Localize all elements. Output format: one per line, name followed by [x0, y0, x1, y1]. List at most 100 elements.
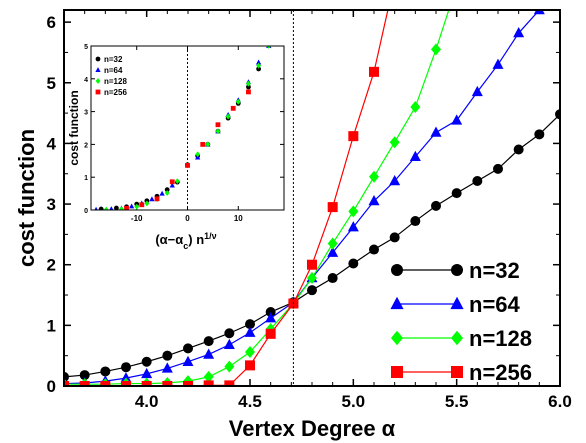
- inset-data-point: [109, 206, 114, 210]
- data-point: [409, 150, 421, 162]
- legend-marker: [391, 330, 403, 346]
- data-point: [389, 232, 400, 243]
- data-point: [244, 326, 256, 337]
- inset-data-point: [154, 196, 160, 202]
- y-tick-label: 2: [47, 256, 56, 275]
- inset-data-point: [113, 205, 119, 210]
- inset-data-point: [225, 113, 231, 120]
- main-series-group: [64, 10, 560, 386]
- data-point: [513, 27, 525, 38]
- data-point: [245, 319, 255, 330]
- data-point: [513, 144, 524, 155]
- inset-data-point: [255, 59, 262, 65]
- data-point: [493, 163, 503, 174]
- data-point: [348, 258, 359, 269]
- data-point: [182, 355, 194, 366]
- data-point: [141, 381, 152, 386]
- data-point: [430, 126, 442, 137]
- data-point: [223, 338, 235, 350]
- data-point: [203, 370, 214, 383]
- y-axis-label: cost function: [14, 129, 39, 267]
- data-point: [64, 371, 69, 382]
- data-point: [265, 307, 276, 318]
- inset-data-point: [128, 203, 135, 209]
- x-axis-label: Vertex Degree α: [229, 416, 396, 441]
- data-point: [555, 109, 560, 120]
- legend-label: n=256: [469, 360, 532, 385]
- data-point: [203, 336, 214, 347]
- legend-entry-n=32: n=32: [391, 258, 520, 283]
- data-point: [161, 362, 173, 373]
- data-point: [389, 175, 401, 186]
- inset-data-point: [235, 98, 241, 105]
- data-point: [203, 380, 214, 386]
- data-point: [121, 381, 131, 386]
- data-point: [431, 43, 441, 56]
- legend-marker: [391, 366, 403, 378]
- inset-x-tick-label: 10: [234, 214, 243, 223]
- inset-data-point: [169, 179, 175, 185]
- legend-marker: [390, 296, 404, 310]
- inset-y-tick-label: 1: [84, 175, 88, 182]
- inset-y-axis-label: cost function: [67, 90, 81, 165]
- x-tick-label: 4.0: [135, 392, 159, 411]
- inset-x-axis-label: (α−αc) n1/ν: [155, 231, 216, 251]
- inset-legend-marker: [95, 89, 101, 95]
- inset-legend-entry-n=64: n=64: [95, 66, 123, 75]
- inset-data-point: [174, 178, 180, 185]
- y-tick-label: 0: [47, 377, 56, 396]
- legend-marker: [451, 366, 463, 378]
- legend-entry-n=64: n=64: [390, 292, 521, 317]
- series-n=32: [64, 109, 560, 382]
- inset-y-tick-label: 4: [84, 77, 88, 84]
- inset-x-tick-label: -10: [131, 214, 143, 223]
- inset-legend-label: n=256: [104, 88, 127, 97]
- main-legend: n=32 n=64 n=128 n=256: [390, 258, 532, 385]
- inset-data-point: [119, 206, 124, 210]
- inset-data-point: [195, 151, 201, 158]
- legend-label: n=32: [469, 258, 520, 283]
- inset-legend-marker: [95, 78, 101, 84]
- inset-data-point: [246, 80, 251, 87]
- inset-x-axis-label-close: ) n: [188, 232, 204, 247]
- legend-entry-n=128: n=128: [391, 326, 532, 351]
- inset-x-axis-label-main: (α−α: [155, 232, 183, 247]
- data-point: [307, 272, 317, 285]
- data-point: [533, 10, 545, 15]
- data-point: [79, 381, 90, 386]
- inset-data-point: [139, 202, 145, 208]
- data-point: [368, 195, 380, 206]
- inset-data-point: [159, 190, 165, 196]
- main-plot-frame: [63, 9, 561, 387]
- main-plot: 4.0 4.5 5.0 5.5 6.0 0 1 2 3 4 5 6: [47, 9, 572, 411]
- inset-data-point: [144, 200, 150, 207]
- inset-data-point: [103, 206, 109, 210]
- legend-marker: [451, 264, 463, 276]
- inset-data-point: [246, 84, 251, 90]
- inset-data-point: [169, 182, 175, 188]
- data-point: [224, 380, 235, 386]
- data-point: [369, 244, 379, 255]
- y-tick-label: 4: [47, 134, 57, 153]
- data-point: [431, 200, 441, 211]
- data-point: [451, 114, 463, 125]
- data-point: [141, 356, 152, 367]
- inset-data-point: [266, 46, 272, 49]
- data-point: [224, 360, 235, 373]
- inset-data-point: [124, 205, 129, 210]
- data-point: [265, 328, 276, 339]
- data-point: [162, 350, 173, 361]
- inset-data-point: [246, 89, 251, 95]
- data-point: [307, 285, 317, 296]
- data-point: [369, 170, 379, 183]
- data-point: [203, 348, 215, 359]
- inset-data-point: [200, 142, 206, 147]
- data-point: [79, 370, 90, 381]
- data-point: [472, 176, 483, 187]
- data-point: [183, 381, 193, 386]
- data-point: [64, 381, 69, 386]
- inset-data-point: [215, 122, 221, 128]
- inset-y-tick-label: 3: [84, 110, 88, 117]
- inset-legend-entry-n=32: n=32: [95, 55, 123, 64]
- data-point: [121, 362, 131, 373]
